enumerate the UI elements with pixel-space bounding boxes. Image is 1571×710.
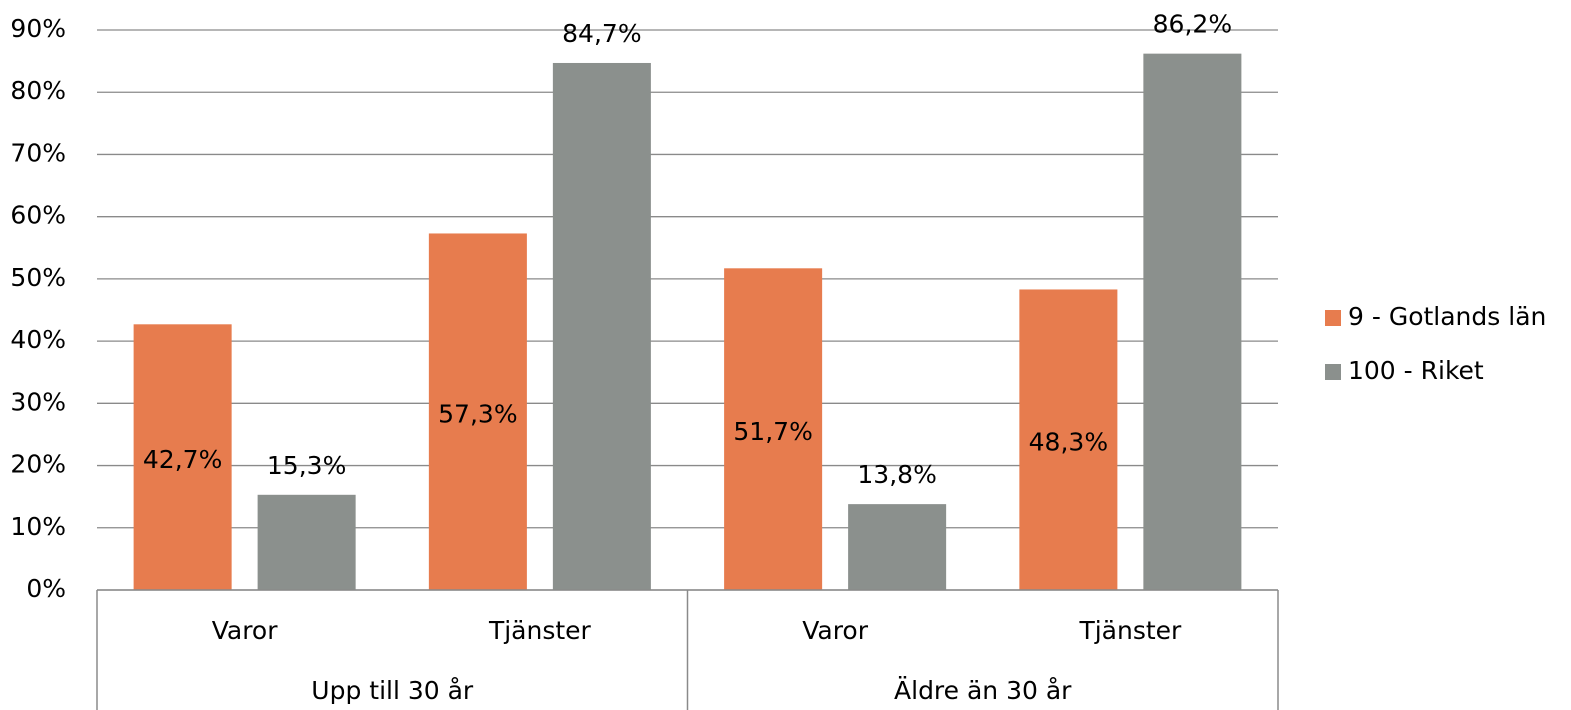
x-tick-label: Varor — [802, 616, 869, 645]
y-tick-label: 50% — [10, 263, 66, 292]
data-label: 51,7% — [733, 417, 812, 446]
data-label: 84,7% — [562, 19, 641, 48]
bar — [1019, 289, 1118, 590]
bar — [257, 494, 356, 590]
group-label: Upp till 30 år — [311, 676, 474, 705]
bar — [428, 233, 527, 590]
bar — [1143, 53, 1242, 590]
data-label: 57,3% — [438, 400, 517, 429]
data-label: 42,7% — [143, 445, 222, 474]
y-tick-label: 30% — [10, 387, 66, 416]
legend-label: 100 - Riket — [1348, 356, 1484, 385]
x-tick-label: Varor — [212, 616, 279, 645]
y-tick-label: 10% — [10, 512, 66, 541]
data-label: 15,3% — [267, 451, 346, 480]
y-tick-label: 70% — [10, 138, 66, 167]
y-tick-label: 60% — [10, 201, 66, 230]
y-tick-label: 0% — [26, 574, 66, 603]
x-tick-label: Tjänster — [488, 616, 592, 645]
y-tick-label: 40% — [10, 325, 66, 354]
bar — [552, 62, 651, 590]
legend-swatch — [1325, 310, 1341, 326]
bar — [133, 324, 232, 590]
group-label: Äldre än 30 år — [894, 676, 1072, 705]
y-tick-label: 20% — [10, 450, 66, 479]
bar — [724, 268, 823, 590]
y-tick-label: 80% — [10, 76, 66, 105]
y-tick-label: 90% — [10, 14, 66, 43]
data-label: 86,2% — [1153, 10, 1232, 39]
data-label: 13,8% — [857, 460, 936, 489]
data-label: 48,3% — [1029, 428, 1108, 457]
legend-swatch — [1325, 364, 1341, 380]
legend-label: 9 - Gotlands län — [1348, 302, 1546, 331]
x-tick-label: Tjänster — [1078, 616, 1182, 645]
bar — [848, 504, 947, 590]
